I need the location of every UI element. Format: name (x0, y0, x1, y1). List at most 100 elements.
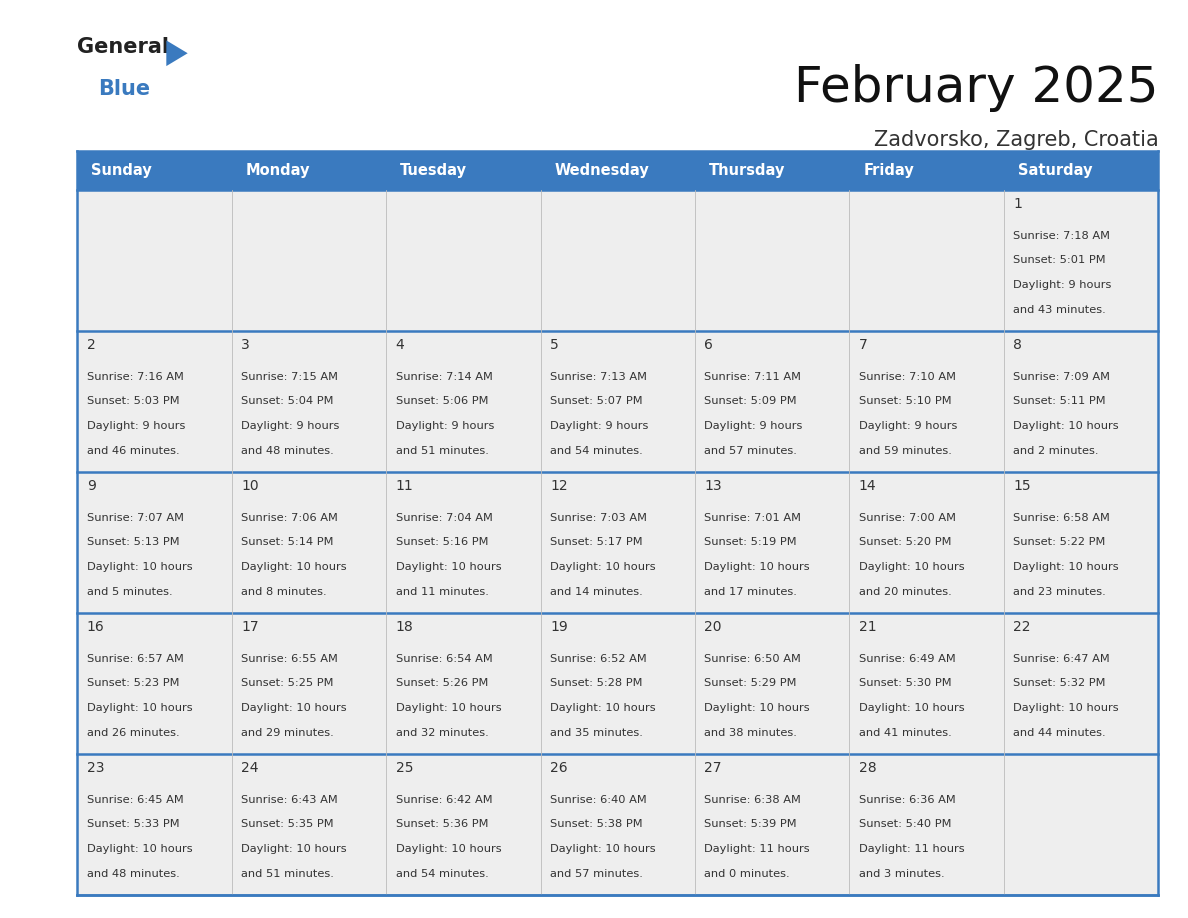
Text: and 26 minutes.: and 26 minutes. (87, 728, 179, 738)
Bar (541, 190, 695, 331)
Text: Blue: Blue (99, 79, 151, 99)
Bar (849, 613, 1004, 754)
Text: Saturday: Saturday (1018, 163, 1093, 178)
Bar (695, 151, 849, 190)
Text: and 8 minutes.: and 8 minutes. (241, 587, 327, 597)
Text: Sunset: 5:39 PM: Sunset: 5:39 PM (704, 820, 797, 829)
Text: 24: 24 (241, 761, 259, 776)
Bar (541, 613, 695, 754)
Text: 17: 17 (241, 621, 259, 634)
Text: and 5 minutes.: and 5 minutes. (87, 587, 172, 597)
Text: and 44 minutes.: and 44 minutes. (1013, 728, 1106, 738)
Text: Sunrise: 7:14 AM: Sunrise: 7:14 AM (396, 372, 493, 382)
Text: Daylight: 10 hours: Daylight: 10 hours (241, 844, 347, 854)
Text: Sunrise: 6:58 AM: Sunrise: 6:58 AM (1013, 512, 1111, 522)
Text: 1: 1 (1013, 197, 1022, 211)
Text: Sunset: 5:38 PM: Sunset: 5:38 PM (550, 820, 643, 829)
Text: Sunrise: 6:43 AM: Sunrise: 6:43 AM (241, 795, 337, 805)
Bar (695, 331, 849, 472)
Text: Sunrise: 6:36 AM: Sunrise: 6:36 AM (859, 795, 955, 805)
Polygon shape (166, 40, 188, 66)
Text: Sunrise: 6:49 AM: Sunrise: 6:49 AM (859, 654, 955, 664)
Text: Daylight: 9 hours: Daylight: 9 hours (704, 421, 803, 431)
Bar (849, 151, 1004, 190)
Text: 11: 11 (396, 479, 413, 493)
Bar (77, 151, 232, 190)
Text: Sunset: 5:30 PM: Sunset: 5:30 PM (859, 678, 952, 688)
Bar (541, 472, 695, 613)
Text: and 32 minutes.: and 32 minutes. (396, 728, 488, 738)
Text: February 2025: February 2025 (794, 64, 1158, 112)
Text: 10: 10 (241, 479, 259, 493)
Text: Daylight: 9 hours: Daylight: 9 hours (396, 421, 494, 431)
Text: and 57 minutes.: and 57 minutes. (704, 446, 797, 455)
Text: Daylight: 10 hours: Daylight: 10 hours (704, 703, 810, 713)
Text: and 38 minutes.: and 38 minutes. (704, 728, 797, 738)
Text: Sunset: 5:26 PM: Sunset: 5:26 PM (396, 678, 488, 688)
Text: Sunrise: 7:06 AM: Sunrise: 7:06 AM (241, 512, 339, 522)
Text: Sunset: 5:09 PM: Sunset: 5:09 PM (704, 397, 797, 407)
Text: Daylight: 10 hours: Daylight: 10 hours (396, 703, 501, 713)
Bar (1004, 151, 1158, 190)
Text: Daylight: 10 hours: Daylight: 10 hours (550, 562, 656, 572)
Text: and 2 minutes.: and 2 minutes. (1013, 446, 1099, 455)
Text: Daylight: 10 hours: Daylight: 10 hours (87, 844, 192, 854)
Text: Sunrise: 6:42 AM: Sunrise: 6:42 AM (396, 795, 492, 805)
Text: Sunset: 5:19 PM: Sunset: 5:19 PM (704, 537, 797, 547)
Bar (232, 613, 386, 754)
Text: Sunset: 5:17 PM: Sunset: 5:17 PM (550, 537, 643, 547)
Text: Sunrise: 6:50 AM: Sunrise: 6:50 AM (704, 654, 802, 664)
Text: Daylight: 9 hours: Daylight: 9 hours (859, 421, 958, 431)
Text: Sunrise: 6:40 AM: Sunrise: 6:40 AM (550, 795, 646, 805)
Bar (695, 754, 849, 895)
Bar (386, 472, 541, 613)
Text: 9: 9 (87, 479, 95, 493)
Text: and 23 minutes.: and 23 minutes. (1013, 587, 1106, 597)
Text: and 41 minutes.: and 41 minutes. (859, 728, 952, 738)
Bar (77, 754, 232, 895)
Text: Monday: Monday (246, 163, 310, 178)
Text: Sunrise: 7:10 AM: Sunrise: 7:10 AM (859, 372, 956, 382)
Text: 22: 22 (1013, 621, 1031, 634)
Bar (849, 754, 1004, 895)
Text: and 3 minutes.: and 3 minutes. (859, 868, 944, 879)
Text: Tuesday: Tuesday (400, 163, 467, 178)
Text: 13: 13 (704, 479, 722, 493)
Text: and 51 minutes.: and 51 minutes. (396, 446, 488, 455)
Text: Sunrise: 6:54 AM: Sunrise: 6:54 AM (396, 654, 492, 664)
Text: and 17 minutes.: and 17 minutes. (704, 587, 797, 597)
Bar (232, 472, 386, 613)
Text: General: General (77, 37, 169, 57)
Text: Daylight: 10 hours: Daylight: 10 hours (859, 562, 965, 572)
Text: and 57 minutes.: and 57 minutes. (550, 868, 643, 879)
Text: Daylight: 11 hours: Daylight: 11 hours (859, 844, 965, 854)
Text: and 20 minutes.: and 20 minutes. (859, 587, 952, 597)
Text: Daylight: 10 hours: Daylight: 10 hours (87, 703, 192, 713)
Text: 19: 19 (550, 621, 568, 634)
Text: Sunset: 5:33 PM: Sunset: 5:33 PM (87, 820, 179, 829)
Text: Daylight: 11 hours: Daylight: 11 hours (704, 844, 810, 854)
Text: 26: 26 (550, 761, 568, 776)
Text: 12: 12 (550, 479, 568, 493)
Text: Sunrise: 7:04 AM: Sunrise: 7:04 AM (396, 512, 493, 522)
Bar (1004, 331, 1158, 472)
Text: Sunrise: 6:55 AM: Sunrise: 6:55 AM (241, 654, 339, 664)
Text: Sunrise: 6:45 AM: Sunrise: 6:45 AM (87, 795, 183, 805)
Bar (541, 754, 695, 895)
Text: and 43 minutes.: and 43 minutes. (1013, 305, 1106, 315)
Text: 6: 6 (704, 339, 713, 353)
Text: and 14 minutes.: and 14 minutes. (550, 587, 643, 597)
Text: Sunset: 5:10 PM: Sunset: 5:10 PM (859, 397, 952, 407)
Text: 28: 28 (859, 761, 877, 776)
Text: Sunset: 5:29 PM: Sunset: 5:29 PM (704, 678, 797, 688)
Bar (386, 190, 541, 331)
Text: Daylight: 10 hours: Daylight: 10 hours (859, 703, 965, 713)
Text: Wednesday: Wednesday (555, 163, 650, 178)
Bar (232, 151, 386, 190)
Text: Daylight: 10 hours: Daylight: 10 hours (396, 562, 501, 572)
Text: 5: 5 (550, 339, 558, 353)
Text: Sunset: 5:40 PM: Sunset: 5:40 PM (859, 820, 952, 829)
Text: Sunrise: 7:13 AM: Sunrise: 7:13 AM (550, 372, 647, 382)
Bar (849, 331, 1004, 472)
Text: Sunset: 5:32 PM: Sunset: 5:32 PM (1013, 678, 1106, 688)
